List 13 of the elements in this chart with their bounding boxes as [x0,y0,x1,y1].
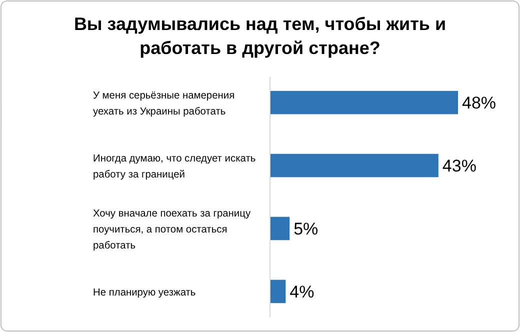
data-label: 4% [290,282,314,302]
data-label: 5% [294,219,318,238]
bar [270,154,438,178]
bar [270,216,290,240]
data-label: 43% [442,156,476,176]
bar [270,90,458,114]
y-tick-label: Иногда думаю, что следует искать работу за границей [93,154,256,181]
chart-title: Вы задумывались над тем, чтобы жить и работать в другой стране? [74,14,446,58]
data-label: 48% [462,94,496,113]
y-tick-label: Не планирую уезжать [93,287,196,298]
y-tick-label: У меня серьёзные намерения уехать из Украины работать [93,90,235,118]
bar [270,280,286,304]
y-tick-label: Хочу вначале поехать за границу поучиться, а потом остаться работать [93,208,252,252]
